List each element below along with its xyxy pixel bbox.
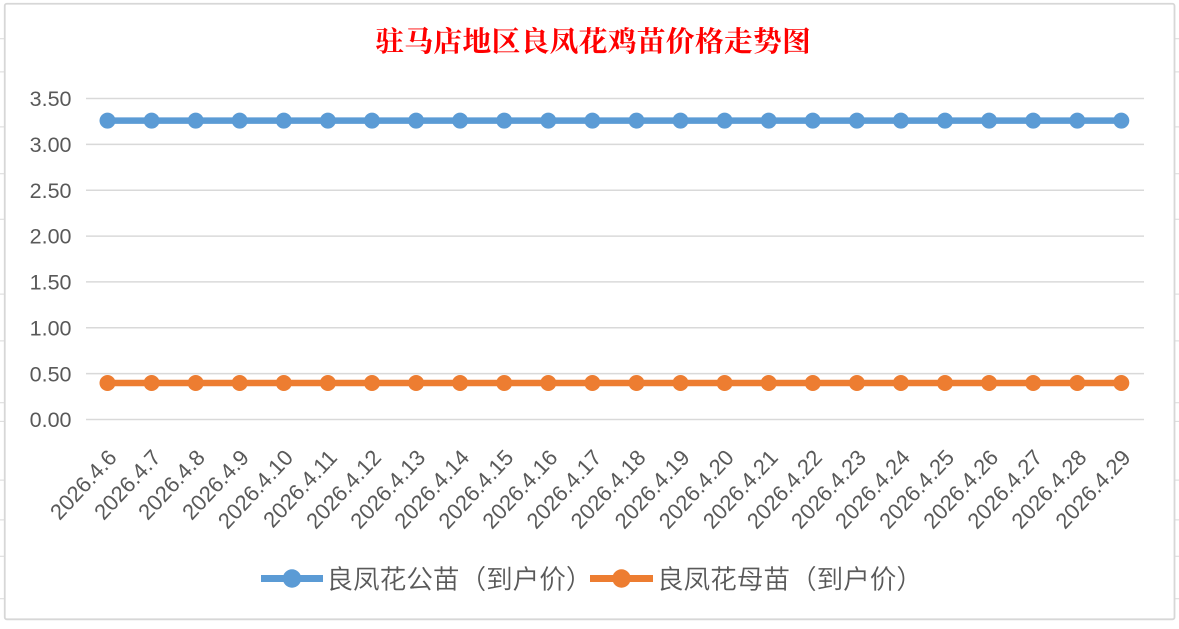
svg-text:2.50: 2.50: [30, 179, 72, 203]
svg-text:0.50: 0.50: [30, 362, 72, 386]
svg-text:2.00: 2.00: [30, 225, 72, 249]
svg-text:3.00: 3.00: [30, 133, 72, 157]
svg-text:1.50: 1.50: [30, 271, 72, 295]
svg-text:1.00: 1.00: [30, 316, 72, 340]
svg-text:3.50: 3.50: [30, 87, 72, 111]
svg-text:0.00: 0.00: [30, 408, 72, 432]
